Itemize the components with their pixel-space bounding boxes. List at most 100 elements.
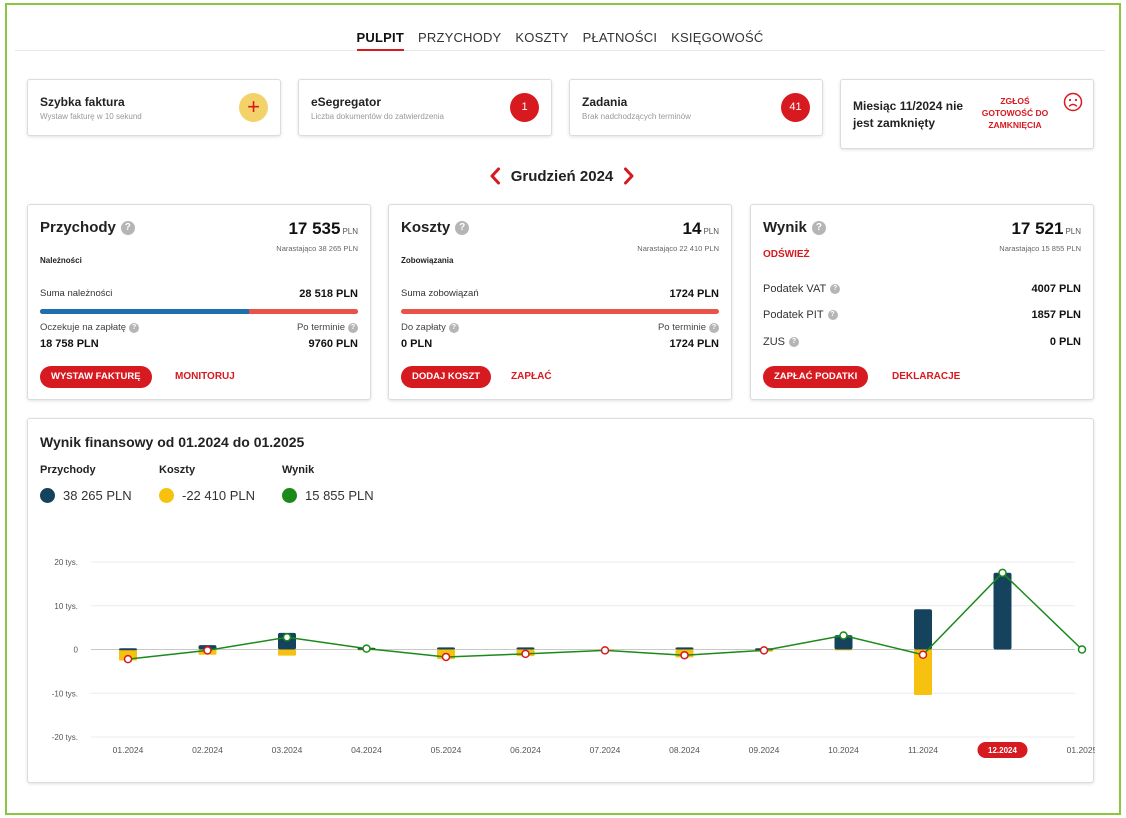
legend-costs-value-row: -22 410 PLN	[159, 488, 255, 503]
result-point	[998, 568, 1007, 578]
help-icon[interactable]: ?	[709, 322, 719, 333]
y-tick-label: 10 tys.	[54, 602, 78, 611]
monitor-link[interactable]: MONITORUJ	[175, 371, 235, 382]
result-point	[282, 633, 292, 642]
costs-title-text: Koszty	[401, 219, 451, 236]
month-status-text: Miesiąc 11/2024 nie jest zamknięty	[853, 99, 964, 130]
add-cost-button[interactable]: DODAJ KOSZT	[401, 366, 492, 388]
receivables-heading: Należności	[40, 256, 82, 265]
result-cumulative: Narastająco 15 855 PLN	[999, 244, 1081, 253]
overdue-label: Po terminie?	[297, 322, 358, 333]
help-icon[interactable]: ?	[129, 322, 140, 333]
declarations-link[interactable]: DEKLARACJE	[892, 371, 961, 382]
costs-cumulative: Narastająco 22 410 PLN	[637, 244, 719, 253]
add-invoice-button[interactable]: +	[239, 93, 268, 122]
income-amount: 17 535 PLN	[288, 219, 358, 239]
costs-amount-value: 14	[682, 219, 702, 238]
legend-costs-name: Koszty	[159, 464, 196, 476]
help-icon[interactable]: ?	[448, 322, 459, 333]
esegregator-subtitle: Liczba dokumentów do zatwierdzenia	[311, 112, 444, 121]
receivables-sum-label: Suma należności	[40, 288, 113, 299]
y-tick-label: 20 tys.	[54, 558, 78, 567]
help-icon[interactable]: ?	[830, 284, 841, 294]
x-tick-label: 11.2024	[908, 745, 938, 755]
tasks-card[interactable]: Zadania Brak nadchodzących terminów 41	[569, 79, 823, 136]
x-tick-label: 09.2024	[749, 745, 780, 755]
tab-przychody[interactable]: PRZYCHODY	[417, 30, 502, 45]
pit-tax-value: 1857 PLN	[1031, 309, 1081, 321]
result-title-text: Wynik	[763, 219, 807, 236]
awaiting-payment-label: Oczekuje na zapłatę?	[40, 322, 140, 333]
legend-income-dot	[40, 488, 55, 503]
issue-invoice-button[interactable]: WYSTAW FAKTURĘ	[40, 366, 152, 388]
legend-income: Przychody 38 265 PLN	[40, 464, 132, 503]
receivables-overdue-segment	[249, 309, 358, 314]
tab-platnosci[interactable]: PŁATNOŚCI	[582, 30, 658, 45]
result-card: Wynik? 17 521 PLN Narastająco 15 855 PLN …	[750, 204, 1094, 400]
x-tick-label: 10.2024	[828, 745, 859, 755]
previous-month-button[interactable]	[488, 166, 502, 186]
costs-amount: 14 PLN	[683, 219, 719, 239]
receivables-progress-bar	[40, 309, 358, 314]
costs-title: Koszty?	[401, 219, 470, 236]
x-tick-label: 02.2024	[192, 745, 223, 755]
quick-invoice-card[interactable]: Szybka faktura Wystaw fakturę w 10 sekun…	[27, 79, 281, 136]
income-bar	[516, 647, 535, 650]
sad-face-icon	[1063, 92, 1083, 112]
refresh-link[interactable]: ODŚWIEŻ	[763, 249, 810, 260]
result-title: Wynik?	[763, 219, 826, 236]
cost-bar	[914, 649, 932, 695]
esegregator-card[interactable]: eSegregator Liczba dokumentów do zatwier…	[298, 79, 552, 136]
vat-tax-value: 4007 PLN	[1031, 283, 1081, 295]
result-amount-value: 17 521	[1011, 219, 1064, 238]
help-icon[interactable]: ?	[455, 220, 470, 235]
tasks-subtitle: Brak nadchodzących terminów	[582, 112, 691, 121]
tab-koszty[interactable]: KOSZTY	[515, 30, 569, 45]
awaiting-payment-value: 18 758 PLN	[40, 338, 99, 350]
tab-ksiegowosc[interactable]: KSIĘGOWOŚĆ	[671, 30, 764, 45]
result-point	[362, 644, 371, 653]
pay-link[interactable]: ZAPŁAĆ	[511, 371, 552, 382]
costs-currency: PLN	[703, 227, 719, 236]
costs-card: Koszty? 14 PLN Narastająco 22 410 PLN Zob…	[388, 204, 732, 400]
result-point	[680, 650, 689, 660]
main-nav: PULPIT PRZYCHODY KOSZTY PŁATNOŚCI KSIĘGO…	[15, 27, 1105, 51]
next-month-button[interactable]	[622, 166, 636, 186]
report-readiness-link[interactable]: ZGŁOŚ GOTOWOŚĆ DO ZAMKNIĘCIA	[981, 96, 1049, 130]
x-tick-label: 08.2024	[669, 745, 700, 755]
x-tick-label: 05.2024	[431, 745, 462, 755]
legend-costs-value: -22 410 PLN	[182, 488, 255, 503]
receivables-sum-value: 28 518 PLN	[299, 288, 358, 300]
legend-income-value-row: 38 265 PLN	[40, 488, 132, 503]
chart-title: Wynik finansowy od 01.2024 do 01.2025	[40, 434, 305, 450]
financial-result-chart: 20 tys. 10 tys. 0 -10 tys. -20 tys. 01.2024 02…	[52, 558, 1095, 758]
overdue-value: 9760 PLN	[308, 338, 358, 350]
legend-result-value: 15 855 PLN	[305, 488, 374, 503]
vat-tax-label: Podatek VAT	[763, 283, 827, 295]
legend-result-name: Wynik	[282, 464, 315, 476]
quick-invoice-subtitle: Wystaw fakturę w 10 sekund	[40, 112, 142, 121]
legend-costs-dot	[159, 488, 174, 503]
costs-overdue-value: 1724 PLN	[669, 338, 719, 350]
help-icon[interactable]: ?	[811, 220, 826, 235]
result-currency: PLN	[1065, 227, 1081, 236]
x-tick-label: 03.2024	[272, 745, 303, 755]
help-icon[interactable]: ?	[348, 322, 358, 333]
income-title: Przychody?	[40, 219, 135, 236]
tasks-count-badge: 41	[781, 93, 810, 122]
legend-result: Wynik 15 855 PLN	[282, 464, 374, 503]
result-amount: 17 521 PLN	[1011, 219, 1081, 239]
costs-overdue-label: Po terminie?	[658, 322, 719, 333]
highlighted-category-badge	[977, 742, 1028, 758]
help-icon[interactable]: ?	[827, 310, 838, 320]
to-pay-value: 0 PLN	[401, 338, 433, 350]
chevron-left-icon	[490, 167, 500, 185]
awaiting-payment-text: Oczekuje na zapłatę	[40, 322, 127, 333]
period-switcher: Grudzień 2024	[488, 164, 636, 188]
pay-taxes-button[interactable]: ZAPŁAĆ PODATKI	[763, 366, 869, 388]
tab-pulpit[interactable]: PULPIT	[356, 27, 404, 51]
help-icon[interactable]: ?	[789, 337, 799, 347]
help-icon[interactable]: ?	[120, 220, 135, 235]
result-point	[759, 646, 769, 655]
income-bar	[119, 648, 137, 651]
